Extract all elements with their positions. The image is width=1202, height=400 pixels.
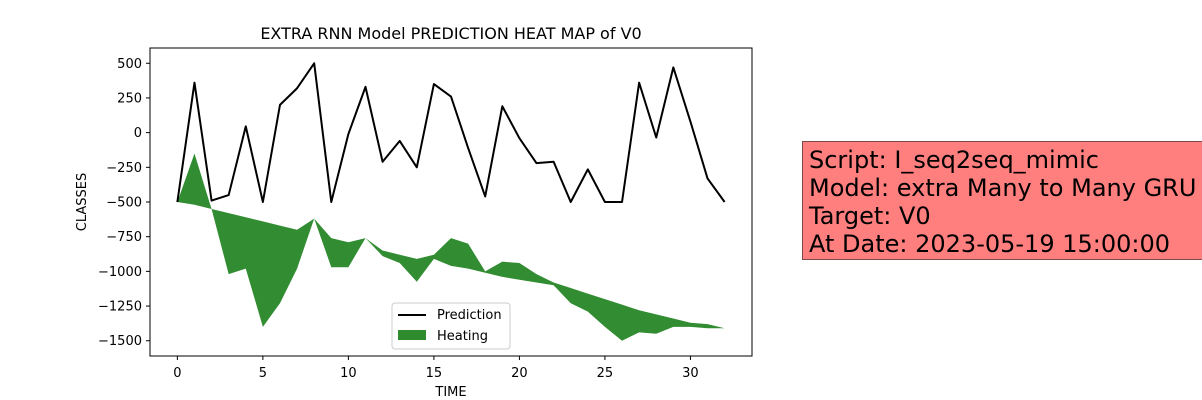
y-tick-label: −500	[106, 196, 142, 211]
y-tick-label: 0	[134, 126, 142, 141]
info-target-line: Target: V0	[809, 202, 931, 230]
x-tick-label: 5	[259, 366, 267, 381]
info-model-line: Model: extra Many to Many GRU	[809, 174, 1197, 202]
x-axis-ticks: 0 5 10 15 20 25 30	[173, 356, 699, 381]
y-tick-label: −1500	[98, 334, 142, 349]
info-date-line: At Date: 2023-05-19 15:00:00	[809, 230, 1171, 258]
chart-title: EXTRA RNN Model PREDICTION HEAT MAP of V…	[260, 24, 641, 43]
y-tick-label: −1250	[98, 300, 142, 315]
y-tick-label: 500	[117, 57, 142, 72]
legend-heating-label: Heating	[437, 329, 488, 344]
y-axis-ticks: 500 250 0 −250 −500 −750 −1000 −1250 −1500	[98, 57, 150, 349]
info-box: Script: I_seq2seq_mimic Model: extra Man…	[802, 141, 1202, 260]
y-tick-label: −1000	[98, 265, 142, 280]
heating-area	[177, 153, 725, 341]
legend: Prediction Heating	[391, 302, 511, 350]
y-tick-label: −250	[106, 161, 142, 176]
x-tick-label: 20	[511, 366, 528, 381]
y-axis-label: CLASSES	[75, 173, 90, 231]
legend-heating-swatch	[398, 330, 426, 340]
x-tick-label: 25	[597, 366, 614, 381]
x-tick-label: 10	[340, 366, 357, 381]
x-tick-label: 30	[682, 366, 699, 381]
legend-prediction-label: Prediction	[437, 308, 502, 323]
y-tick-label: 250	[117, 91, 142, 106]
info-script-line: Script: I_seq2seq_mimic	[809, 146, 1099, 174]
prediction-line	[176, 62, 726, 203]
x-axis-label: TIME	[434, 385, 466, 400]
x-tick-label: 0	[173, 366, 181, 381]
x-tick-label: 15	[426, 366, 443, 381]
y-tick-label: −750	[106, 230, 142, 245]
plot-marks	[176, 62, 726, 341]
